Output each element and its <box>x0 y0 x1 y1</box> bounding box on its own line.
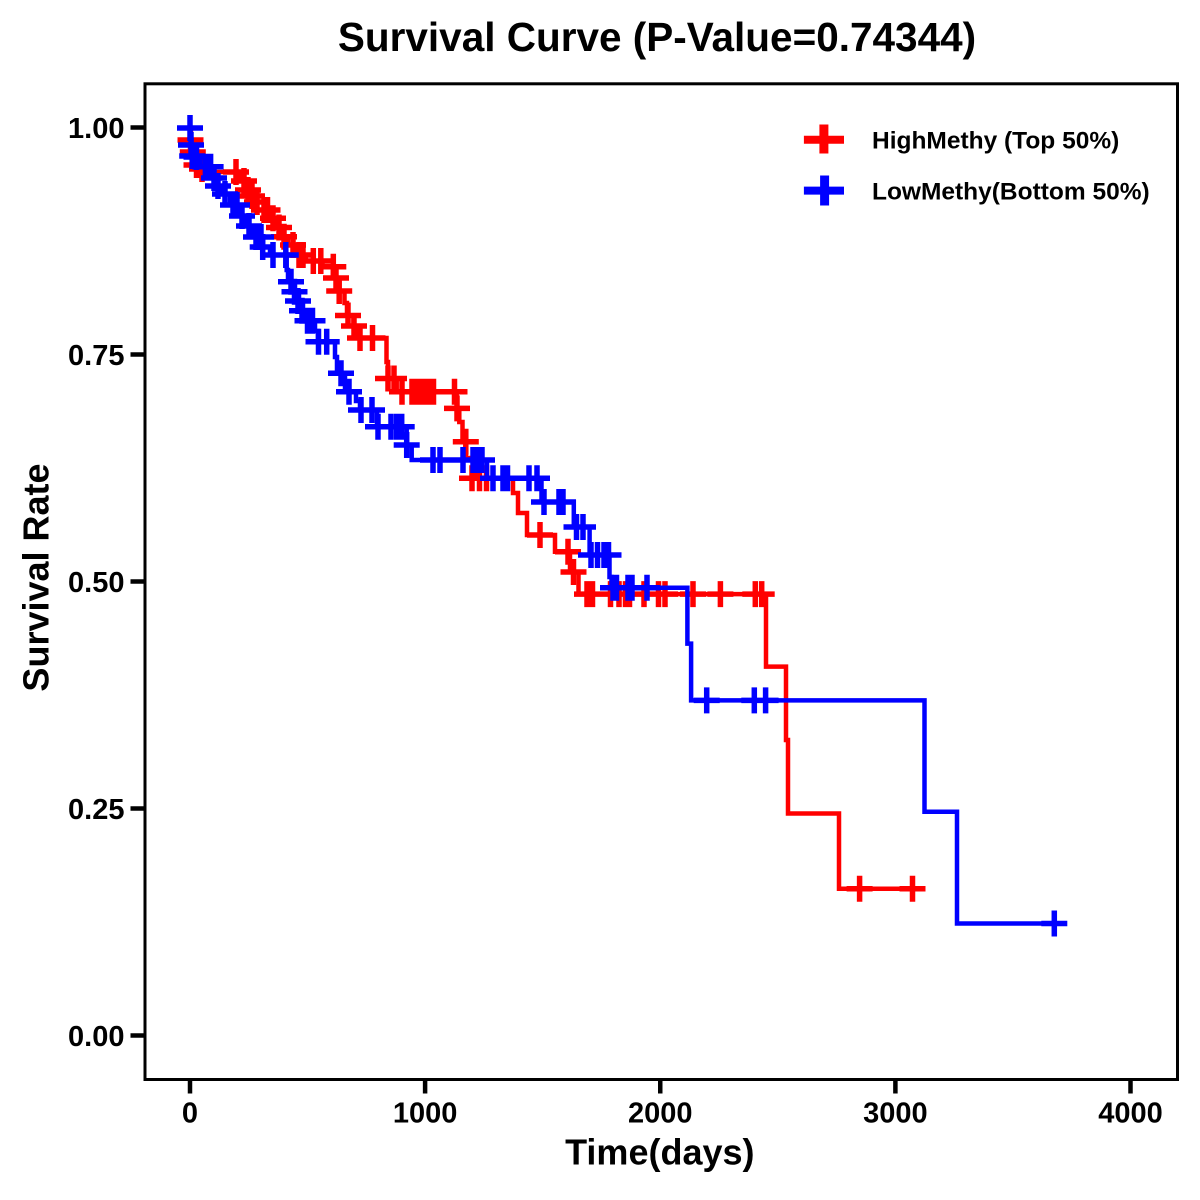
svg-text:0.25: 0.25 <box>68 794 124 826</box>
svg-text:4000: 4000 <box>1098 1098 1163 1130</box>
svg-text:0.00: 0.00 <box>68 1021 124 1053</box>
svg-text:3000: 3000 <box>863 1098 928 1130</box>
svg-text:HighMethy (Top 50%): HighMethy (Top 50%) <box>872 128 1119 155</box>
svg-text:Time(days): Time(days) <box>565 1132 754 1173</box>
svg-text:0.50: 0.50 <box>68 567 124 599</box>
svg-text:LowMethy(Bottom 50%): LowMethy(Bottom 50%) <box>872 179 1150 206</box>
svg-text:0: 0 <box>182 1098 198 1130</box>
svg-text:Survival Curve (P-Value=0.7434: Survival Curve (P-Value=0.74344) <box>338 14 976 60</box>
svg-text:1.00: 1.00 <box>68 113 124 145</box>
svg-text:Survival Rate: Survival Rate <box>16 463 57 691</box>
svg-text:0.75: 0.75 <box>68 340 124 372</box>
svg-text:1000: 1000 <box>393 1098 458 1130</box>
svg-text:2000: 2000 <box>628 1098 693 1130</box>
